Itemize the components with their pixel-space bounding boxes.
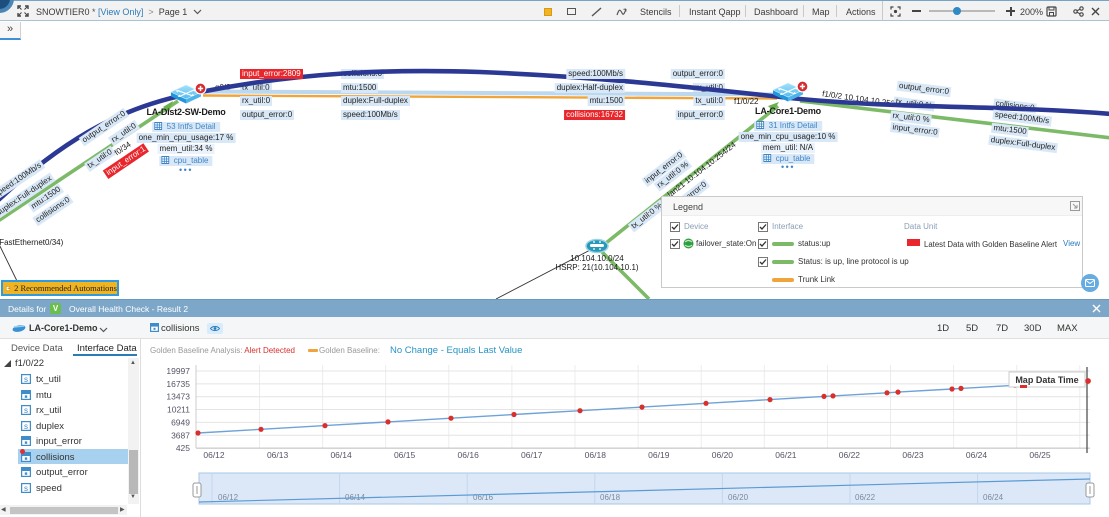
svg-text:06/25: 06/25 [1029, 450, 1051, 460]
svg-text:06/16: 06/16 [458, 450, 480, 460]
svg-text:06/24: 06/24 [966, 450, 988, 460]
svg-text:06/12: 06/12 [203, 450, 225, 460]
svg-text:06/23: 06/23 [902, 450, 924, 460]
svg-text:425: 425 [176, 443, 190, 453]
svg-text:06/18: 06/18 [600, 493, 621, 502]
svg-text:Map Data Time: Map Data Time [1015, 375, 1078, 385]
svg-text:06/14: 06/14 [330, 450, 352, 460]
svg-text:06/15: 06/15 [394, 450, 416, 460]
svg-text:06/20: 06/20 [712, 450, 734, 460]
svg-text:06/20: 06/20 [728, 493, 749, 502]
svg-text:06/16: 06/16 [473, 493, 494, 502]
svg-text:06/24: 06/24 [983, 493, 1004, 502]
svg-text:16735: 16735 [166, 379, 190, 389]
svg-text:13473: 13473 [166, 392, 190, 402]
svg-text:06/22: 06/22 [839, 450, 861, 460]
svg-text:s: s [24, 375, 28, 384]
svg-text:06/19: 06/19 [648, 450, 670, 460]
svg-text:06/17: 06/17 [521, 450, 543, 460]
svg-text:06/21: 06/21 [775, 450, 797, 460]
svg-text:s: s [24, 422, 28, 431]
svg-text:06/18: 06/18 [585, 450, 607, 460]
svg-text:6949: 6949 [171, 417, 190, 427]
svg-text:3687: 3687 [171, 430, 190, 440]
svg-text:s: s [24, 406, 28, 415]
svg-text:06/12: 06/12 [218, 493, 239, 502]
svg-text:06/22: 06/22 [855, 493, 876, 502]
svg-text:10211: 10211 [167, 405, 190, 415]
svg-text:s: s [24, 484, 28, 493]
svg-text:19997: 19997 [166, 366, 190, 376]
svg-text:06/13: 06/13 [267, 450, 289, 460]
